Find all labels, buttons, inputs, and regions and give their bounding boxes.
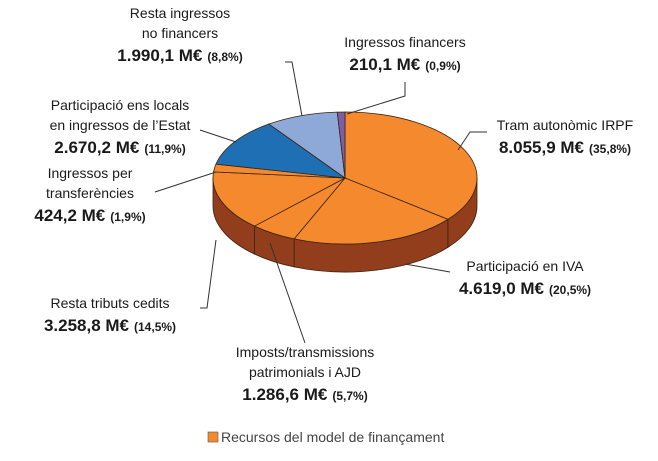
category-label: Tram autonòmic IRPF — [497, 117, 633, 133]
legend-swatch — [207, 431, 219, 443]
percent-label: (1,9%) — [110, 210, 145, 224]
category-label: Ingressos financers — [344, 34, 465, 50]
value-label-group: 8.055,9 M€ (35,8%) — [499, 138, 631, 157]
value-label: 424,2 M€ — [34, 206, 105, 225]
value-label-group: 210,1 M€ (0,9%) — [349, 55, 460, 74]
value-label-group: 1.286,6 M€ (5,7%) — [242, 385, 367, 404]
category-label: Ingressos per — [48, 165, 133, 181]
value-label-group: 4.619,0 M€ (20,5%) — [459, 279, 591, 298]
slice — [212, 171, 347, 227]
legend-label: Recursos del model de finançament — [221, 429, 444, 445]
category-label: no financers — [142, 25, 218, 41]
value-label: 2.670,2 M€ — [54, 138, 140, 157]
category-label: Resta ingressos — [130, 5, 230, 21]
slice — [336, 111, 346, 179]
value-label-group: 3.258,8 M€ (14,5%) — [44, 316, 176, 335]
value-label-group: 2.670,2 M€ (11,9%) — [54, 138, 185, 157]
value-label: 1.286,6 M€ — [242, 385, 328, 404]
leader-line — [404, 263, 451, 273]
category-label: transferències — [46, 185, 134, 201]
percent-label: (5,7%) — [332, 389, 367, 403]
leader-line — [346, 82, 406, 115]
percent-label: (11,9%) — [144, 142, 185, 156]
category-label: Imposts/transmissions — [236, 344, 374, 360]
leader-line — [154, 171, 217, 193]
category-label: Participació en IVA — [466, 258, 584, 274]
value-label: 1.990,1 M€ — [117, 46, 203, 65]
value-label: 8.055,9 M€ — [499, 138, 585, 157]
percent-label: (0,9%) — [425, 59, 460, 73]
percent-label: (35,8%) — [589, 142, 631, 156]
slice — [293, 177, 449, 245]
leader-line — [285, 61, 303, 117]
percent-label: (8,8%) — [207, 50, 242, 64]
category-label: Participació ens locals — [51, 97, 190, 113]
percent-label: (20,5%) — [549, 283, 591, 297]
value-label-group: 1.990,1 M€ (8,8%) — [117, 46, 242, 65]
value-label: 4.619,0 M€ — [459, 279, 545, 298]
leader-line — [199, 129, 237, 143]
leader-line — [457, 131, 487, 151]
category-label: Resta tributs cedits — [50, 295, 169, 311]
leader-line — [269, 242, 306, 344]
leader-line — [200, 239, 217, 309]
value-label-group: 424,2 M€ (1,9%) — [34, 206, 145, 225]
slice — [344, 111, 478, 220]
value-label: 210,1 M€ — [349, 55, 420, 74]
value-label: 3.258,8 M€ — [44, 316, 130, 335]
category-label: en ingressos de l’Estat — [50, 117, 191, 133]
percent-label: (14,5%) — [134, 320, 176, 334]
category-label: patrimonials i AJD — [249, 364, 361, 380]
